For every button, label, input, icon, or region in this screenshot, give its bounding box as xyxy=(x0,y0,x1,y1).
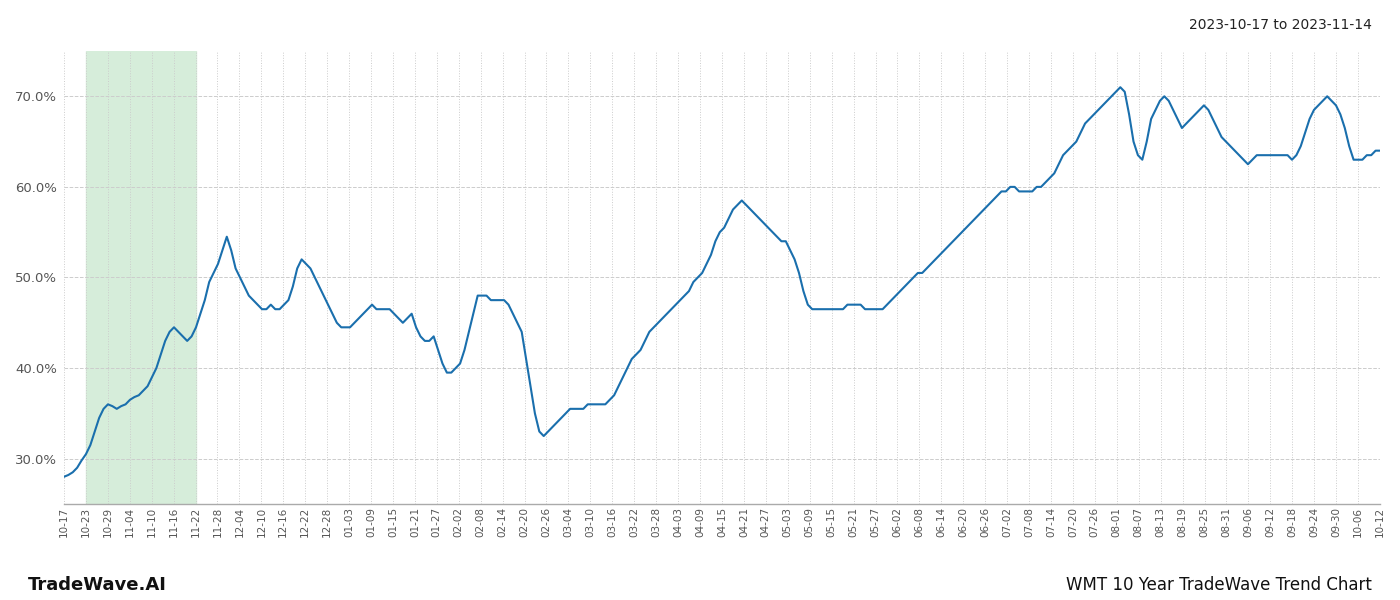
Text: TradeWave.AI: TradeWave.AI xyxy=(28,576,167,594)
Text: 2023-10-17 to 2023-11-14: 2023-10-17 to 2023-11-14 xyxy=(1189,18,1372,32)
Bar xyxy=(85,51,196,504)
Text: WMT 10 Year TradeWave Trend Chart: WMT 10 Year TradeWave Trend Chart xyxy=(1067,576,1372,594)
